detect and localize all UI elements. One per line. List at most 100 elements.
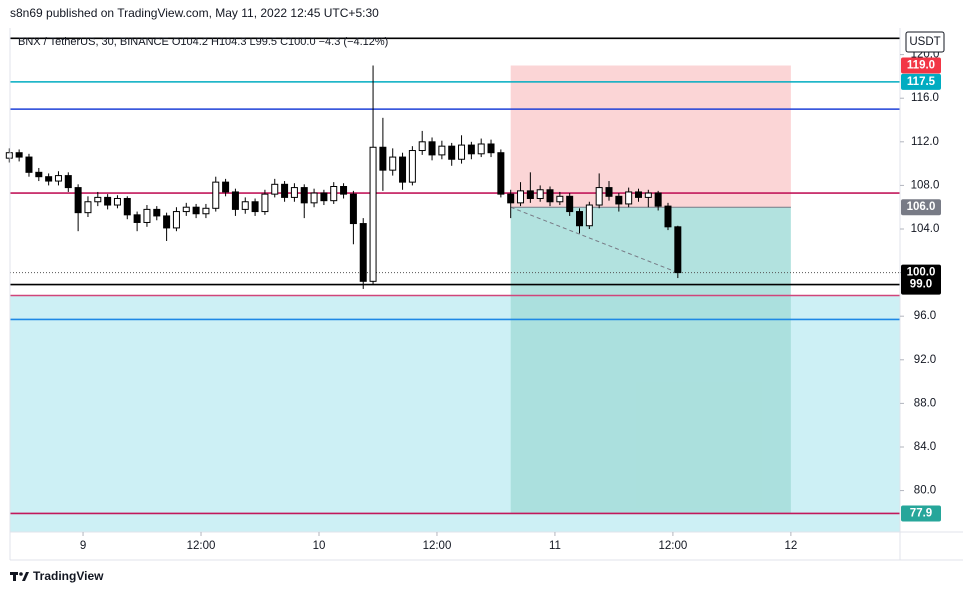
candle-body xyxy=(330,185,338,202)
candle-body xyxy=(526,190,534,199)
candle xyxy=(35,167,43,182)
candle xyxy=(104,194,112,210)
footer-brand: TradingView xyxy=(33,569,104,583)
x-tick-label: 12 xyxy=(784,540,797,552)
candle xyxy=(5,148,13,163)
tradingview-logo xyxy=(10,572,29,581)
candle xyxy=(192,203,200,219)
candle xyxy=(359,218,367,289)
candle-body xyxy=(448,145,456,160)
candle xyxy=(428,137,436,161)
candle xyxy=(644,189,652,208)
stop-zone xyxy=(510,65,791,208)
candle xyxy=(526,172,534,203)
candle-body xyxy=(202,207,210,215)
candle xyxy=(182,202,190,216)
y-tick-label: 104.0 xyxy=(911,223,940,235)
x-tick-label: 12:00 xyxy=(187,540,216,552)
plot-layer xyxy=(5,37,900,532)
candle xyxy=(477,138,485,158)
candle xyxy=(654,190,662,211)
candle xyxy=(517,182,525,207)
candle-body xyxy=(340,185,348,195)
candle xyxy=(281,181,289,202)
y-tick-label: 92.0 xyxy=(914,354,936,366)
candle-body xyxy=(408,150,416,183)
candle xyxy=(212,176,220,212)
price-label-box xyxy=(901,57,941,74)
candle xyxy=(54,171,62,186)
candle-body xyxy=(467,144,475,155)
candle-body xyxy=(595,187,603,206)
candle xyxy=(123,196,131,220)
y-tick-label: 112.0 xyxy=(911,136,939,148)
candle-body xyxy=(389,156,397,171)
candle xyxy=(45,173,53,186)
price-label: 106.0 xyxy=(907,201,936,213)
x-tick-label: 11 xyxy=(549,540,561,552)
price-label-box xyxy=(901,73,941,90)
candle-body xyxy=(585,204,593,227)
candle xyxy=(241,197,249,214)
candle-body xyxy=(133,214,141,223)
candle-body xyxy=(546,189,554,203)
candle-body xyxy=(5,152,13,159)
candle xyxy=(369,65,377,285)
candle xyxy=(153,206,161,221)
candle xyxy=(64,172,72,192)
candle-body xyxy=(15,152,23,158)
trend-line xyxy=(510,206,679,274)
candle-body xyxy=(418,141,426,152)
y-tick-label: 84.0 xyxy=(914,441,936,453)
x-tick-label: 12:00 xyxy=(659,540,688,552)
candle-body xyxy=(25,156,33,173)
candle-body xyxy=(241,201,249,210)
candle-body xyxy=(536,189,544,199)
candle-body xyxy=(113,197,121,206)
candle xyxy=(163,212,171,241)
candle-body xyxy=(615,195,623,205)
y-tick-label: 96.0 xyxy=(914,310,936,322)
candle-body xyxy=(369,146,377,282)
candle xyxy=(84,196,92,218)
candle-body xyxy=(182,206,190,213)
candle-body xyxy=(231,191,239,210)
candle-body xyxy=(74,187,82,214)
currency-box xyxy=(905,31,945,53)
candle xyxy=(408,146,416,186)
candle-body xyxy=(556,195,564,203)
candle-body xyxy=(163,215,171,229)
candle xyxy=(25,153,33,177)
candle xyxy=(615,193,623,212)
candle xyxy=(133,211,141,232)
candle xyxy=(605,181,613,201)
candle xyxy=(251,198,259,216)
candle xyxy=(202,203,210,219)
candle xyxy=(438,140,446,160)
candle xyxy=(143,205,151,227)
candle-body xyxy=(625,191,633,205)
target-zone xyxy=(510,207,791,514)
candle xyxy=(418,130,426,155)
candle xyxy=(634,188,642,202)
candle-body xyxy=(566,195,574,213)
candle xyxy=(448,142,456,166)
candle-body xyxy=(123,197,131,216)
candle xyxy=(625,187,633,208)
y-tick-label: 80.0 xyxy=(914,485,936,497)
candle-body xyxy=(281,183,289,198)
candle xyxy=(15,149,23,162)
candle xyxy=(261,189,269,215)
candle xyxy=(546,186,554,207)
candle-body xyxy=(477,143,485,155)
candle xyxy=(349,190,357,245)
candle-body xyxy=(64,175,72,189)
candle-body xyxy=(379,146,387,171)
candle xyxy=(330,182,338,204)
candle xyxy=(300,184,308,219)
price-label-box xyxy=(901,276,941,293)
candle-body xyxy=(487,143,495,154)
candle-body xyxy=(399,156,407,183)
candle xyxy=(674,225,682,279)
